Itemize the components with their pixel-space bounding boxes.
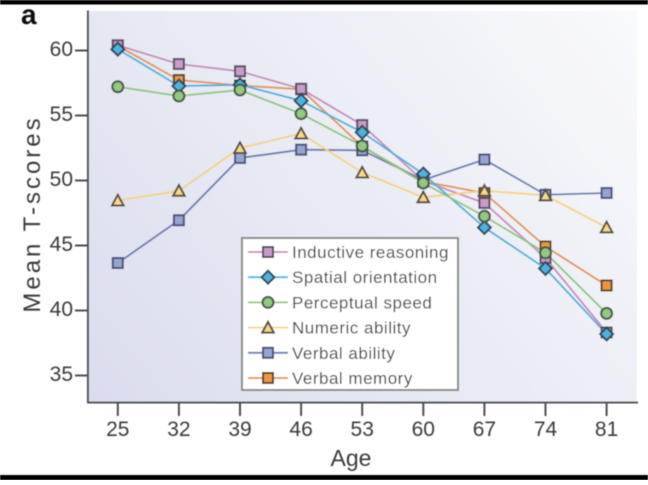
svg-text:60: 60 <box>50 38 73 61</box>
svg-text:Numeric ability: Numeric ability <box>292 319 411 338</box>
svg-text:39: 39 <box>228 418 251 441</box>
svg-text:35: 35 <box>50 363 73 386</box>
svg-text:32: 32 <box>167 418 190 441</box>
svg-text:Inductive reasoning: Inductive reasoning <box>292 243 449 262</box>
svg-text:40: 40 <box>50 298 73 321</box>
svg-text:Verbal ability: Verbal ability <box>292 344 395 363</box>
svg-text:67: 67 <box>473 418 496 441</box>
svg-text:Spatial orientation: Spatial orientation <box>292 268 438 287</box>
svg-text:Age: Age <box>331 445 372 471</box>
svg-text:53: 53 <box>351 418 374 441</box>
svg-text:74: 74 <box>534 418 558 441</box>
svg-text:81: 81 <box>595 418 618 441</box>
svg-text:Verbal memory: Verbal memory <box>292 369 413 388</box>
svg-text:60: 60 <box>412 418 435 441</box>
svg-text:a: a <box>21 0 37 30</box>
svg-text:25: 25 <box>106 418 129 441</box>
svg-text:Mean T-scores: Mean T-scores <box>19 115 46 312</box>
svg-text:45: 45 <box>50 233 73 256</box>
svg-text:55: 55 <box>50 103 73 126</box>
svg-text:Perceptual speed: Perceptual speed <box>292 293 432 312</box>
svg-text:50: 50 <box>50 168 73 191</box>
svg-text:46: 46 <box>289 418 312 441</box>
